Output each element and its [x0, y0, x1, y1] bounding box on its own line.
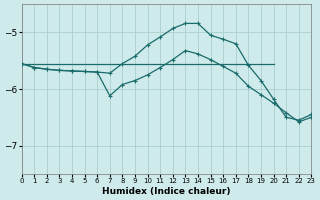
X-axis label: Humidex (Indice chaleur): Humidex (Indice chaleur) — [102, 187, 231, 196]
